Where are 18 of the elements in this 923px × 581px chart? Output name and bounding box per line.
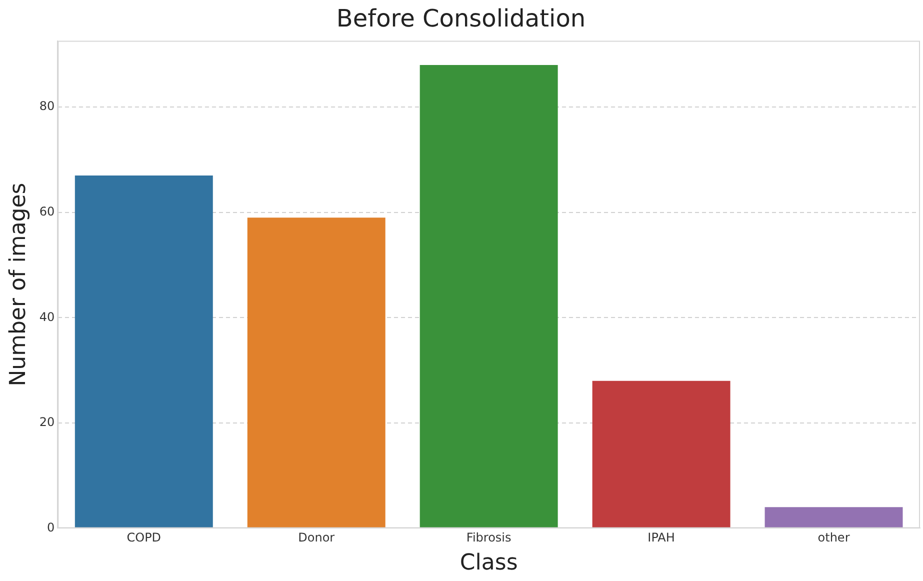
bar <box>247 218 386 528</box>
y-tick-label: 80 <box>39 99 55 114</box>
y-tick-label: 60 <box>39 204 55 219</box>
x-tick-label: IPAH <box>648 530 675 545</box>
x-tick-label: other <box>818 530 850 545</box>
bar <box>592 380 730 528</box>
bar <box>74 176 213 528</box>
x-axis-title: Class <box>460 550 518 576</box>
y-tick-label: 0 <box>47 520 55 534</box>
y-tick-label: 40 <box>39 310 55 324</box>
bar <box>764 507 903 528</box>
bar <box>420 65 558 528</box>
y-tick-label: 20 <box>39 415 55 430</box>
x-tick-label: COPD <box>126 530 162 545</box>
x-tick-label: Donor <box>298 530 335 545</box>
chart-title: Before Consolidation <box>336 4 586 33</box>
x-tick-label: Fibrosis <box>466 530 512 545</box>
y-axis-title: Number of images <box>6 182 31 386</box>
